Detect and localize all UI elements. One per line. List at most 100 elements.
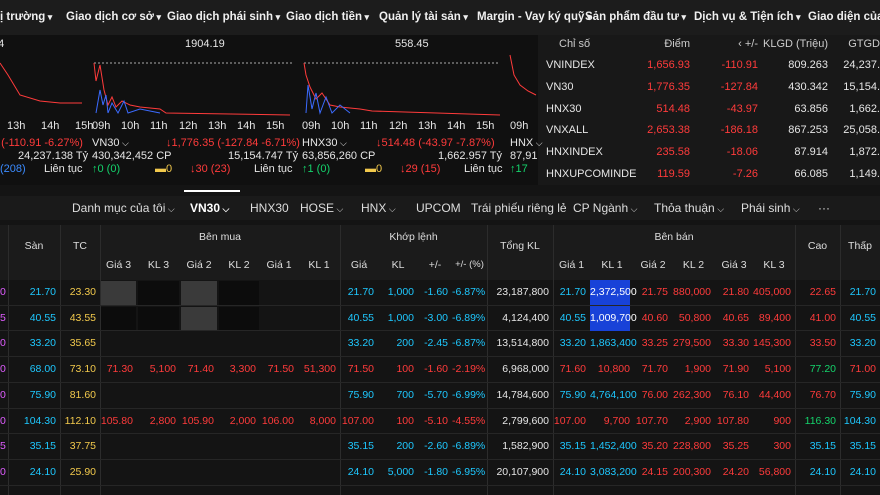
sparklines bbox=[0, 54, 537, 116]
board-cell: 33.20 bbox=[347, 337, 374, 350]
board-cell: 5 bbox=[0, 440, 6, 453]
advancers: ↑1 (0) bbox=[302, 163, 331, 175]
time-tick: 15h bbox=[266, 120, 285, 132]
board-cell: 880,000 bbox=[673, 286, 711, 298]
board-cell: 24.10 bbox=[809, 465, 836, 478]
board-cell: 5,000 bbox=[387, 465, 414, 478]
board-cell: 73.10 bbox=[69, 363, 96, 376]
board-cell: -6.89% bbox=[452, 311, 486, 324]
board-cell: 71.30 bbox=[106, 363, 133, 376]
time-tick: 09h bbox=[510, 120, 529, 132]
board-cell: -4.55% bbox=[452, 414, 486, 427]
time-tick: 14h bbox=[447, 120, 466, 132]
board-cell: 89,400 bbox=[758, 311, 791, 324]
board-cell: 56,800 bbox=[758, 465, 791, 478]
nav-item[interactable]: ị trường bbox=[0, 11, 52, 23]
index-cell: 514.48 bbox=[656, 102, 690, 115]
nav-item[interactable]: Giao dịch tiền bbox=[286, 11, 369, 23]
board-cell: 200 bbox=[396, 440, 414, 453]
column-divider bbox=[840, 225, 841, 495]
column-header: +/- bbox=[428, 259, 442, 271]
sparkline bbox=[0, 62, 82, 104]
index-cell: 2,653.38 bbox=[647, 124, 690, 137]
column-header: Giá 1 bbox=[266, 259, 292, 271]
index-cell: 24,237. bbox=[843, 59, 880, 71]
board-cell: 76.10 bbox=[722, 388, 749, 401]
board-cell: 0 bbox=[0, 465, 6, 478]
board-cell: 40.55 bbox=[347, 311, 374, 324]
index-cell: -43.97 bbox=[726, 102, 758, 115]
board-cell: 14,784,600 bbox=[496, 388, 549, 401]
index-cell: -127.84 bbox=[720, 80, 758, 93]
board-cell: 43.55 bbox=[69, 311, 96, 324]
row-divider bbox=[0, 330, 880, 332]
column-divider bbox=[487, 225, 488, 495]
board-cell: 1,000 bbox=[387, 286, 414, 298]
time-tick: 11h bbox=[150, 120, 168, 132]
empty-cell bbox=[219, 306, 259, 331]
nav-item[interactable]: Sản phẩm đầu tư bbox=[585, 11, 686, 23]
nav-item[interactable]: Margin - Vay ký quỹ bbox=[477, 11, 591, 23]
time-tick: 15h bbox=[75, 120, 94, 132]
tab[interactable]: Trái phiếu riêng lẻ bbox=[471, 201, 567, 215]
nav-item[interactable]: Giao dịch phái sinh bbox=[167, 11, 280, 23]
row-divider bbox=[0, 381, 880, 383]
panel-name: HNX bbox=[510, 137, 543, 149]
board-cell: -6.87% bbox=[452, 337, 486, 350]
board-cell: 33.20 bbox=[849, 337, 876, 350]
time-tick: 14h bbox=[41, 120, 60, 132]
board-cell: 2,000 bbox=[229, 414, 256, 427]
index-cell: -186.18 bbox=[720, 124, 758, 137]
tab[interactable]: VN30 bbox=[190, 201, 229, 215]
board-cell: 21.75 bbox=[641, 286, 668, 298]
board-cell: 116.30 bbox=[804, 414, 836, 427]
board-cell: 71.40 bbox=[187, 363, 214, 376]
nav-item[interactable]: Dịch vụ & Tiện ích bbox=[694, 11, 801, 23]
board-cell: 4,764,100 bbox=[590, 388, 637, 401]
column-group: Sàn bbox=[24, 240, 44, 252]
board-cell: 300 bbox=[773, 440, 791, 453]
tab[interactable]: Phái sinh bbox=[741, 201, 800, 215]
board-cell: -5.70 bbox=[424, 388, 448, 401]
tab[interactable]: HNX bbox=[361, 201, 396, 215]
nav-item[interactable]: Quản lý tài sản bbox=[379, 11, 468, 23]
empty-cell bbox=[101, 306, 136, 331]
board-cell: 33.50 bbox=[809, 337, 836, 350]
tab[interactable]: HNX30 bbox=[250, 201, 289, 215]
unchanged: ▬0 bbox=[155, 163, 173, 175]
board-cell: 23,187,800 bbox=[496, 286, 549, 298]
tab[interactable]: ··· bbox=[818, 201, 830, 215]
tab[interactable]: HOSE bbox=[300, 201, 343, 215]
unchanged: ▬0 bbox=[365, 163, 383, 175]
tab[interactable]: Thỏa thuận bbox=[654, 201, 724, 215]
nav-item[interactable]: Giao diện của t bbox=[808, 11, 880, 23]
board-cell: 8,000 bbox=[309, 414, 336, 427]
board-cell: 107.70 bbox=[635, 414, 668, 427]
tab[interactable]: Danh mục của tôi bbox=[72, 201, 175, 215]
board-cell: 1,000 bbox=[387, 311, 414, 324]
board-cell: 76.70 bbox=[809, 388, 836, 401]
board-cell: 37.75 bbox=[69, 440, 96, 453]
tab[interactable]: UPCOM bbox=[416, 201, 461, 215]
board-cell: 107.00 bbox=[341, 414, 374, 427]
empty-cell bbox=[181, 281, 217, 305]
board-cell: 2,799,600 bbox=[502, 414, 549, 427]
index-cell: -7.26 bbox=[732, 168, 758, 180]
panel-name: VN30 bbox=[92, 137, 129, 149]
board-cell: 41.00 bbox=[809, 311, 836, 324]
board-cell: 3,083,200 bbox=[590, 465, 637, 478]
tab[interactable]: CP Ngành bbox=[573, 201, 637, 215]
volume: 430,342,452 CP bbox=[92, 150, 172, 162]
volume-line bbox=[95, 89, 161, 115]
board-cell: 100 bbox=[396, 414, 414, 427]
nav-item[interactable]: Giao dịch cơ sở bbox=[66, 11, 161, 23]
board-cell: 5 bbox=[0, 311, 6, 324]
board-cell: 900 bbox=[773, 414, 791, 427]
board-cell: 21.70 bbox=[559, 286, 586, 298]
board-cell: 104.30 bbox=[843, 414, 876, 427]
index-cell: 867.253 bbox=[788, 124, 828, 137]
board-cell: -6.87% bbox=[452, 286, 486, 298]
board-cell: 33.20 bbox=[559, 337, 586, 350]
board-cell: 76.00 bbox=[641, 388, 668, 401]
column-header: KL bbox=[391, 259, 405, 271]
